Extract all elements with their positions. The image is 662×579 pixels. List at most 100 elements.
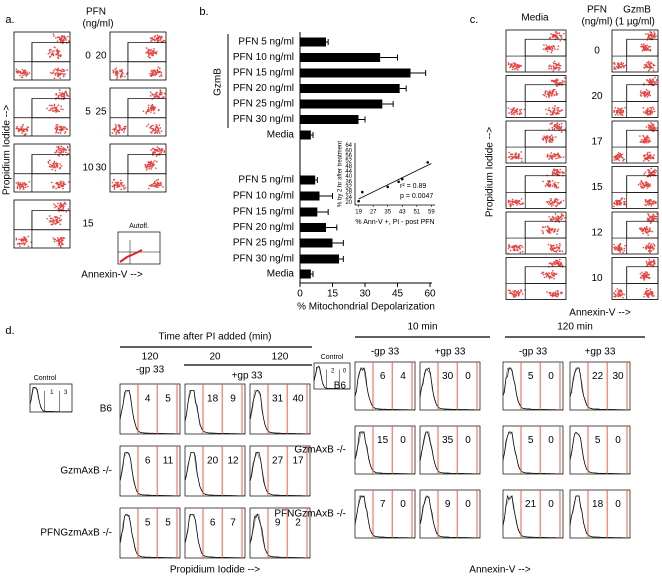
y-tick-label: 32 xyxy=(345,184,352,190)
error-bar xyxy=(310,271,314,277)
time-label: 20 xyxy=(209,352,221,363)
gate-percent: 5 xyxy=(528,435,534,446)
bar xyxy=(300,175,316,185)
histogram-frame xyxy=(419,425,481,475)
histogram-trace xyxy=(419,496,480,539)
x-axis-label: Annexin-V --> xyxy=(569,308,631,319)
bar xyxy=(300,254,339,264)
histogram-trace xyxy=(354,495,415,539)
dose-label: 10 xyxy=(591,273,603,284)
condition-label: -gp 33 xyxy=(519,347,548,358)
y-tick-label: 28 xyxy=(345,190,352,196)
gate xyxy=(524,84,567,102)
gate-percent: 1 xyxy=(50,390,54,396)
event-dots xyxy=(507,31,566,72)
histogram-trace xyxy=(419,431,480,475)
gate-percent: 0 xyxy=(548,435,554,446)
dose-label: 5 xyxy=(85,107,91,118)
error-bar xyxy=(410,70,427,76)
column-header: Time after PI added (min) xyxy=(158,332,271,343)
gate xyxy=(626,266,659,284)
category-label: PFN 5 ng/ml xyxy=(238,37,294,48)
gate-percent: 0 xyxy=(465,435,471,446)
category-label: PFN 15 ng/ml xyxy=(233,207,294,218)
gate xyxy=(626,129,659,148)
histogram-frame xyxy=(249,445,311,497)
histogram-trace xyxy=(569,431,630,475)
error-bar xyxy=(358,116,366,123)
x-tick-label: 35 xyxy=(384,210,391,216)
error-bar xyxy=(332,240,344,246)
histogram-trace xyxy=(184,389,245,435)
dose-label: 20 xyxy=(591,91,603,102)
histogram-frame xyxy=(119,507,181,559)
error-bar xyxy=(339,256,344,262)
gate-percent: 7 xyxy=(230,518,236,529)
gate-percent: 18 xyxy=(207,394,219,405)
x-axis-label: Propidium Iodide --> xyxy=(170,565,260,576)
histogram-frame xyxy=(502,425,564,475)
x-tick-label: 0 xyxy=(297,289,303,300)
category-label: Media xyxy=(267,269,295,280)
gate-percent: 4 xyxy=(400,371,406,382)
histogram-trace xyxy=(249,389,310,435)
gate-percent: 6 xyxy=(380,371,386,382)
histogram-frame xyxy=(502,489,564,539)
gate xyxy=(524,129,567,148)
error-bar xyxy=(326,39,329,45)
gate-percent: 17 xyxy=(292,456,304,467)
gate-percent: 18 xyxy=(592,499,604,510)
gate-percent: 0 xyxy=(400,499,406,510)
histogram-trace xyxy=(502,367,563,411)
dose-label: 15 xyxy=(82,219,94,230)
time-label: 120 min xyxy=(557,322,593,333)
histogram-frame xyxy=(29,383,73,413)
gate xyxy=(127,42,167,63)
event-dots xyxy=(507,258,564,298)
bar xyxy=(300,53,381,62)
y-tick-label: 40 xyxy=(345,174,352,180)
row-label: GzmAxB -/- xyxy=(60,466,112,477)
dose-label: 20 xyxy=(95,51,107,62)
histogram-trace xyxy=(354,431,415,475)
gate-percent: 31 xyxy=(272,394,284,405)
x-axis-label: % Ann-V +, PI - post PFN xyxy=(355,219,434,226)
histogram-frame xyxy=(313,362,351,390)
histogram-frame xyxy=(354,425,416,475)
gate-percent: 12 xyxy=(227,456,239,467)
gate-percent: 0 xyxy=(465,499,471,510)
dose-label: 17 xyxy=(591,137,603,148)
scatter-point xyxy=(357,199,360,203)
gate xyxy=(524,266,567,284)
bar xyxy=(300,115,359,124)
gate xyxy=(31,42,71,63)
gate-percent: 30 xyxy=(442,371,454,382)
control-label: Autofl. xyxy=(129,223,149,230)
gate-percent: 3 xyxy=(64,390,68,396)
gate xyxy=(626,38,659,57)
x-tick-label: 45 xyxy=(392,289,404,300)
gate-percent: 4 xyxy=(145,394,151,405)
time-label: 120 xyxy=(142,352,159,363)
condition-label: -gp 33 xyxy=(136,365,165,376)
gate-percent: 9 xyxy=(230,394,236,405)
histogram-frame xyxy=(249,507,311,559)
x-tick-label: 43 xyxy=(399,210,406,216)
time-label: 120 xyxy=(272,352,289,363)
x-tick-label: 27 xyxy=(370,210,377,216)
gate-percent: 5 xyxy=(165,394,171,405)
histogram-frame xyxy=(419,361,481,411)
gate-percent: 40 xyxy=(292,394,304,405)
gate-percent: 22 xyxy=(592,371,604,382)
y-tick-label: 52 xyxy=(345,159,352,165)
event-dots xyxy=(15,145,70,190)
bar xyxy=(300,223,326,232)
scatter-point xyxy=(397,180,400,184)
histogram-frame xyxy=(119,383,181,435)
x-axis-label: % Mitochondrial Depolarization xyxy=(297,302,435,313)
histogram-trace xyxy=(502,431,563,475)
dose-header: PFN xyxy=(587,5,607,16)
column-header: Media xyxy=(521,13,549,24)
event-dots xyxy=(507,77,566,116)
